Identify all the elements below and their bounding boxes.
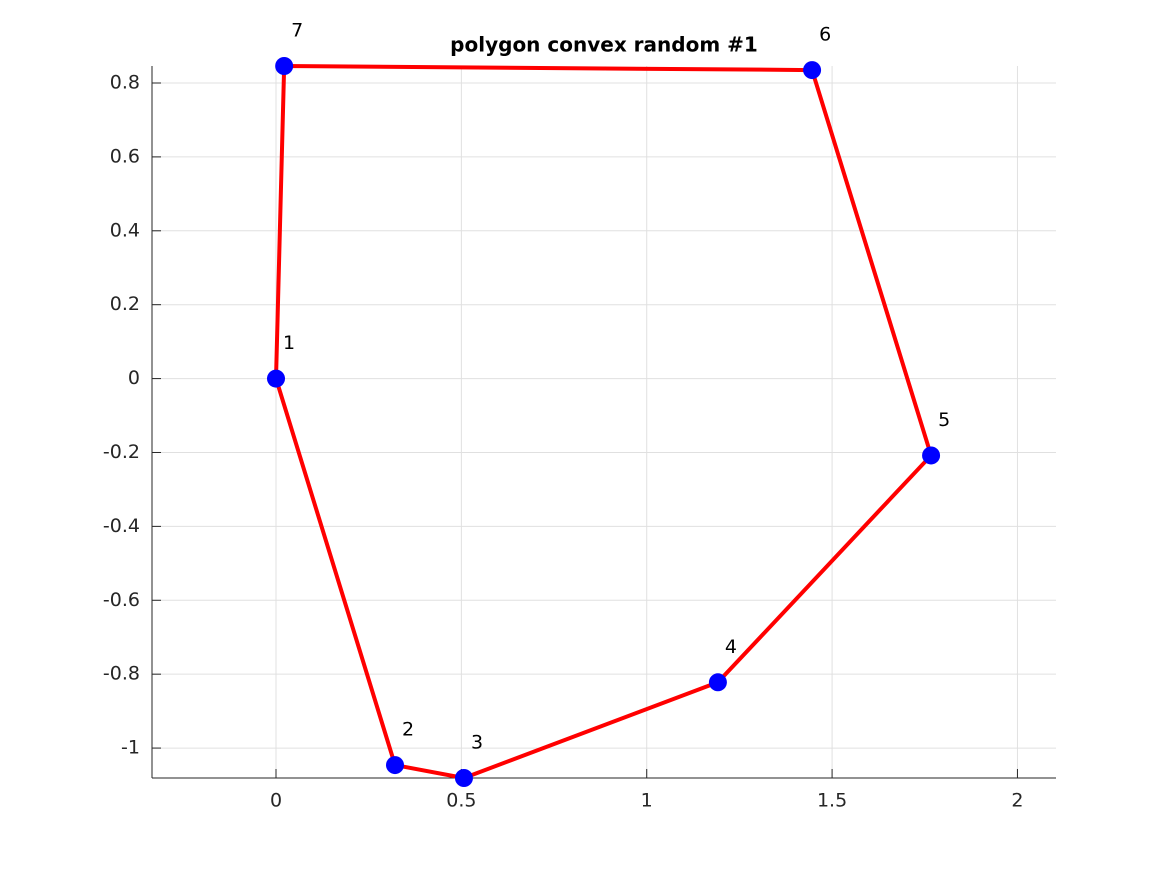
chart-title: polygon convex random #1 (450, 33, 758, 57)
vertex-marker (386, 756, 405, 775)
y-tick-label: -0.6 (103, 589, 140, 611)
y-tick-label: -1 (121, 737, 140, 759)
point-label: 6 (819, 24, 831, 46)
point-label: 1 (283, 332, 295, 354)
vertex-marker (708, 673, 727, 692)
x-tick-label: 1.5 (817, 790, 847, 812)
y-tick-label: 0.2 (110, 293, 140, 315)
y-tick-label: 0.6 (110, 145, 140, 167)
point-label: 7 (291, 20, 303, 42)
x-tick-label: 0 (270, 790, 282, 812)
point-label: 2 (402, 719, 414, 741)
x-tick-label: 2 (1011, 790, 1023, 812)
vertex-marker (275, 57, 294, 75)
y-tick-label: 0.4 (110, 219, 140, 241)
x-tick-label: 0.5 (446, 790, 476, 812)
point-label: 3 (471, 732, 483, 754)
vertex-marker (922, 446, 941, 465)
vertex-marker (454, 769, 473, 787)
point-label: 5 (938, 409, 950, 431)
x-tick-label: 1 (641, 790, 653, 812)
y-tick-label: -0.2 (103, 441, 140, 463)
y-tick-label: -0.4 (103, 515, 140, 537)
y-tick-label: 0.8 (110, 71, 140, 93)
y-tick-label: -0.8 (103, 663, 140, 685)
point-label: 4 (725, 636, 737, 658)
vertex-marker (267, 369, 286, 388)
vertex-marker (803, 61, 822, 80)
polygon-line (274, 64, 934, 780)
y-tick-label: 0 (128, 367, 140, 389)
